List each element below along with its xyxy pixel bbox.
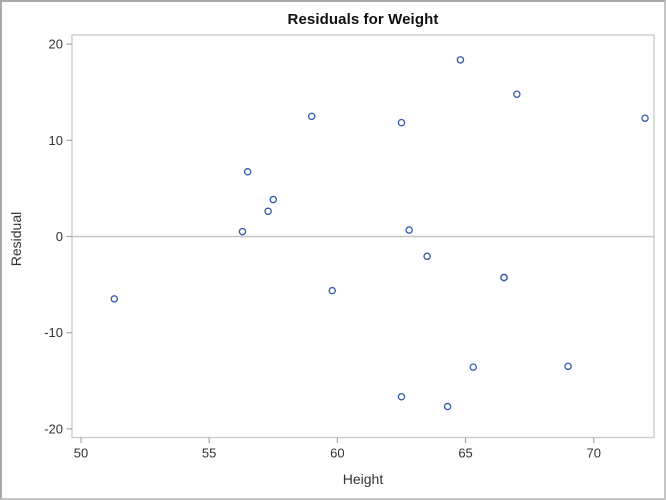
data-point: [469, 363, 477, 371]
data-point: [110, 295, 119, 303]
data-point: [500, 273, 508, 282]
x-axis-label: Height: [342, 471, 384, 487]
x-tick-label: 60: [330, 446, 344, 461]
y-tick-label: 10: [49, 133, 63, 148]
x-tick-label: 55: [202, 446, 216, 461]
data-point: [397, 118, 406, 127]
plot-title: Residuals for Weight: [287, 11, 439, 28]
x-tick-label: 70: [587, 446, 601, 461]
y-tick-label: -10: [44, 325, 63, 340]
data-point: [307, 112, 316, 121]
data-point: [243, 168, 252, 176]
data-point: [238, 227, 247, 236]
data-point: [397, 392, 406, 401]
data-point: [269, 195, 278, 204]
y-tick-label: 0: [56, 229, 63, 244]
data-point: [564, 362, 572, 371]
x-tick-label: 50: [74, 446, 88, 461]
data-point: [513, 90, 521, 98]
data-point: [641, 114, 649, 122]
x-tick-label: 65: [458, 446, 472, 461]
y-tick-label: -20: [44, 421, 63, 436]
data-point: [405, 226, 413, 234]
data-point: [443, 402, 452, 411]
data-point: [423, 252, 431, 261]
data-point: [456, 56, 465, 64]
data-point: [328, 286, 336, 295]
y-tick-label: 20: [49, 37, 63, 52]
data-point: [264, 207, 272, 216]
